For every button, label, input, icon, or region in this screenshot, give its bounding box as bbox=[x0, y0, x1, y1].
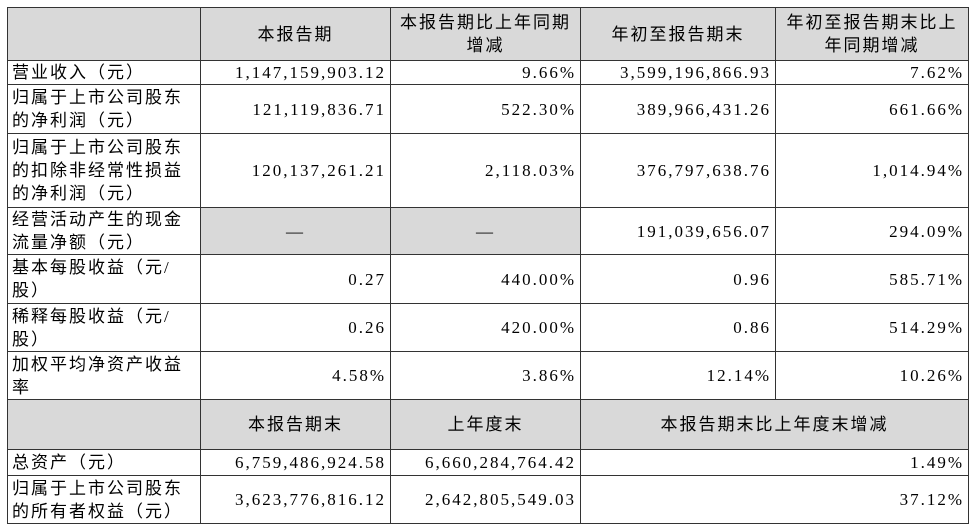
value-cell: 585.71% bbox=[775, 254, 969, 304]
row-label: 加权平均净资产收益率 bbox=[7, 351, 201, 400]
header-cell: 本报告期末 bbox=[200, 399, 391, 450]
header-cell: 上年度末 bbox=[390, 399, 581, 450]
header-cell: 年初至报告期末 bbox=[580, 7, 776, 61]
header-cell bbox=[7, 399, 201, 450]
row-label: 基本每股收益（元/股） bbox=[7, 254, 201, 304]
value-cell: 0.27 bbox=[200, 254, 391, 304]
value-cell: 3,623,776,816.12 bbox=[200, 475, 391, 524]
value-cell: 376,797,638.76 bbox=[580, 133, 776, 208]
table-row: 本报告期末 上年度末 本报告期末比上年度末增减 bbox=[7, 399, 969, 450]
table-row: 营业收入（元） 1,147,159,903.12 9.66% 3,599,196,86… bbox=[7, 60, 969, 85]
value-cell: — bbox=[200, 207, 391, 255]
row-label: 归属于上市公司股东的扣除非经常性损益的净利润（元） bbox=[7, 133, 201, 208]
financial-table: 本报告期 本报告期比上年同期增减 年初至报告期末 年初至报告期末比上年同期增减 营业收入… bbox=[7, 7, 969, 524]
row-label: 归属于上市公司股东的净利润（元） bbox=[7, 84, 201, 134]
header-cell: 本报告期末比上年度末增减 bbox=[580, 399, 969, 450]
value-cell: 0.26 bbox=[200, 303, 391, 352]
value-cell: 191,039,656.07 bbox=[580, 207, 776, 255]
value-cell: 6,660,284,764.42 bbox=[390, 449, 581, 476]
value-cell: 7.62% bbox=[775, 60, 969, 85]
value-cell: 3,599,196,866.93 bbox=[580, 60, 776, 85]
value-cell: 0.96 bbox=[580, 254, 776, 304]
value-cell: 420.00% bbox=[390, 303, 581, 352]
table-row: 归属于上市公司股东的扣除非经常性损益的净利润（元） 120,137,261.21 2… bbox=[7, 133, 969, 208]
value-cell: 514.29% bbox=[775, 303, 969, 352]
row-label: 归属于上市公司股东的所有者权益（元） bbox=[7, 475, 201, 524]
table-row: 归属于上市公司股东的所有者权益（元） 3,623,776,816.12 2,642,… bbox=[7, 475, 969, 524]
value-cell: 121,119,836.71 bbox=[200, 84, 391, 134]
value-cell: 661.66% bbox=[775, 84, 969, 134]
value-cell: 10.26% bbox=[775, 351, 969, 400]
value-cell: 2,642,805,549.03 bbox=[390, 475, 581, 524]
table-row: 加权平均净资产收益率 4.58% 3.86% 12.14% 10.26% bbox=[7, 351, 969, 400]
value-cell: 2,118.03% bbox=[390, 133, 581, 208]
value-cell: 1,014.94% bbox=[775, 133, 969, 208]
value-cell: 3.86% bbox=[390, 351, 581, 400]
row-label: 营业收入（元） bbox=[7, 60, 201, 85]
value-cell: 6,759,486,924.58 bbox=[200, 449, 391, 476]
table-row: 稀释每股收益（元/股） 0.26 420.00% 0.86 514.29% bbox=[7, 303, 969, 352]
value-cell: — bbox=[390, 207, 581, 255]
table-row: 总资产（元） 6,759,486,924.58 6,660,284,764.42 1.… bbox=[7, 449, 969, 476]
value-cell: 12.14% bbox=[580, 351, 776, 400]
value-cell: 440.00% bbox=[390, 254, 581, 304]
header-cell: 本报告期比上年同期增减 bbox=[390, 7, 581, 61]
header-cell bbox=[7, 7, 201, 61]
value-cell: 522.30% bbox=[390, 84, 581, 134]
row-label: 经营活动产生的现金流量净额（元） bbox=[7, 207, 201, 255]
value-cell: 9.66% bbox=[390, 60, 581, 85]
value-cell: 1,147,159,903.12 bbox=[200, 60, 391, 85]
header-cell: 本报告期 bbox=[200, 7, 391, 61]
row-label: 总资产（元） bbox=[7, 449, 201, 476]
value-cell: 0.86 bbox=[580, 303, 776, 352]
value-cell: 294.09% bbox=[775, 207, 969, 255]
value-cell: 1.49% bbox=[580, 449, 969, 476]
row-label: 稀释每股收益（元/股） bbox=[7, 303, 201, 352]
value-cell: 4.58% bbox=[200, 351, 391, 400]
table-row: 归属于上市公司股东的净利润（元） 121,119,836.71 522.30% 389… bbox=[7, 84, 969, 134]
value-cell: 389,966,431.26 bbox=[580, 84, 776, 134]
header-cell: 年初至报告期末比上年同期增减 bbox=[775, 7, 969, 61]
table-row: 本报告期 本报告期比上年同期增减 年初至报告期末 年初至报告期末比上年同期增减 bbox=[7, 7, 969, 61]
table-body: 本报告期 本报告期比上年同期增减 年初至报告期末 年初至报告期末比上年同期增减 营业收入… bbox=[7, 7, 969, 524]
value-cell: 37.12% bbox=[580, 475, 969, 524]
value-cell: 120,137,261.21 bbox=[200, 133, 391, 208]
table-row: 基本每股收益（元/股） 0.27 440.00% 0.96 585.71% bbox=[7, 254, 969, 304]
table-row: 经营活动产生的现金流量净额（元） — —191,039,656.07 294.09% bbox=[7, 207, 969, 255]
